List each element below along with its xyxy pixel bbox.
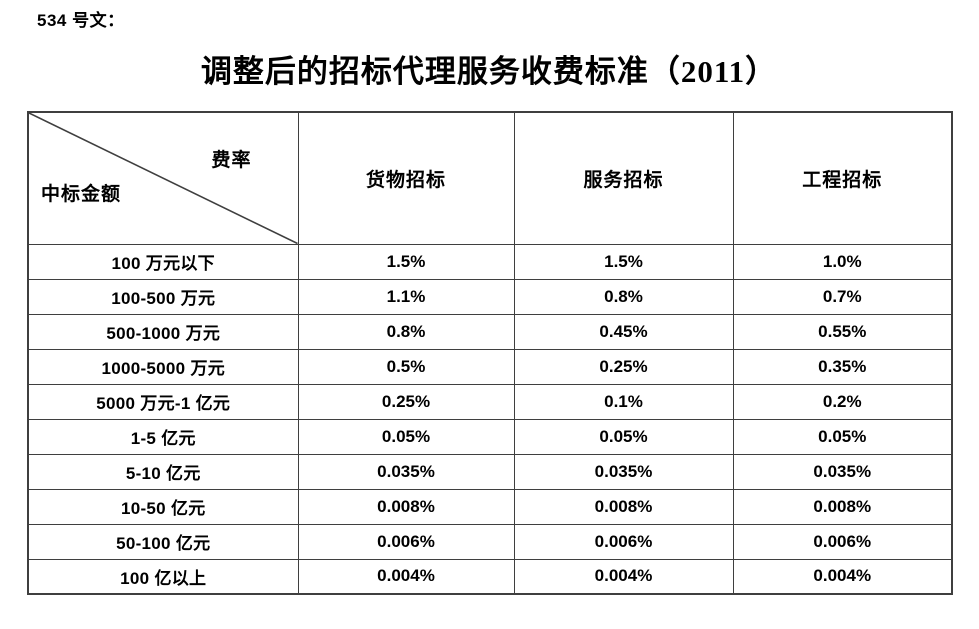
- page-title: 调整后的招标代理服务收费标准（2011）: [200, 54, 778, 89]
- rate-cell-goods: 0.8%: [297, 313, 515, 350]
- rate-cell-goods: 1.5%: [297, 243, 515, 280]
- table-row: 10-50 亿元 0.008% 0.008% 0.008%: [27, 488, 953, 525]
- rate-cell-engineering: 0.35%: [732, 348, 953, 385]
- rate-cell-goods: 0.035%: [297, 453, 515, 490]
- table-row: 1000-5000 万元 0.5% 0.25% 0.35%: [27, 348, 953, 385]
- column-header-service: 服务招标: [513, 111, 734, 245]
- table-row: 500-1000 万元 0.8% 0.45% 0.55%: [27, 313, 953, 350]
- doc-number-label: 534 号文：: [37, 11, 125, 30]
- rate-cell-service: 0.004%: [513, 558, 734, 595]
- rate-cell-goods: 0.006%: [297, 523, 515, 560]
- table-row: 100 万元以下 1.5% 1.5% 1.0%: [27, 243, 953, 280]
- rate-cell-service: 0.006%: [513, 523, 734, 560]
- rate-cell-service: 0.8%: [513, 278, 734, 315]
- rate-cell-engineering: 0.035%: [732, 453, 953, 490]
- rate-cell-goods: 0.5%: [297, 348, 515, 385]
- rate-cell-engineering: 1.0%: [732, 243, 953, 280]
- table-header-row: 费率 中标金额 货物招标 服务招标 工程招标: [27, 111, 953, 245]
- rate-cell-service: 0.035%: [513, 453, 734, 490]
- table-row: 5-10 亿元 0.035% 0.035% 0.035%: [27, 453, 953, 490]
- row-label-cell: 500-1000 万元: [27, 313, 299, 350]
- rate-cell-goods: 0.008%: [297, 488, 515, 525]
- row-label-cell: 1000-5000 万元: [27, 348, 299, 385]
- row-label-cell: 1-5 亿元: [27, 418, 299, 455]
- rate-cell-engineering: 0.008%: [732, 488, 953, 525]
- rate-cell-service: 0.05%: [513, 418, 734, 455]
- row-label-cell: 100-500 万元: [27, 278, 299, 315]
- rate-cell-goods: 0.004%: [297, 558, 515, 595]
- row-label-cell: 10-50 亿元: [27, 488, 299, 525]
- rate-cell-service: 0.45%: [513, 313, 734, 350]
- table-row: 100-500 万元 1.1% 0.8% 0.7%: [27, 278, 953, 315]
- table-row: 1-5 亿元 0.05% 0.05% 0.05%: [27, 418, 953, 455]
- corner-label-amount: 中标金额: [41, 184, 122, 205]
- row-label-cell: 100 万元以下: [27, 243, 299, 280]
- rate-cell-service: 0.008%: [513, 488, 734, 525]
- diagonal-corner-cell: 费率 中标金额: [27, 111, 299, 245]
- row-label-cell: 5000 万元-1 亿元: [27, 383, 299, 420]
- rate-cell-engineering: 0.05%: [732, 418, 953, 455]
- column-header-goods: 货物招标: [297, 111, 515, 245]
- rate-cell-engineering: 0.006%: [732, 523, 953, 560]
- rate-cell-engineering: 0.2%: [732, 383, 953, 420]
- table-row: 100 亿以上 0.004% 0.004% 0.004%: [27, 558, 953, 595]
- rate-cell-engineering: 0.7%: [732, 278, 953, 315]
- rate-cell-service: 0.1%: [513, 383, 734, 420]
- fee-rate-table: 费率 中标金额 货物招标 服务招标 工程招标 100 万元以下 1.5% 1.5…: [27, 111, 953, 595]
- rate-cell-engineering: 0.55%: [732, 313, 953, 350]
- rate-cell-service: 1.5%: [513, 243, 734, 280]
- table-row: 50-100 亿元 0.006% 0.006% 0.006%: [27, 523, 953, 560]
- diagonal-divider-line: [29, 113, 298, 244]
- rate-cell-engineering: 0.004%: [732, 558, 953, 595]
- rate-cell-service: 0.25%: [513, 348, 734, 385]
- column-header-engineering: 工程招标: [732, 111, 953, 245]
- rate-cell-goods: 1.1%: [297, 278, 515, 315]
- corner-label-rate: 费率: [211, 150, 252, 171]
- rate-cell-goods: 0.05%: [297, 418, 515, 455]
- row-label-cell: 50-100 亿元: [27, 523, 299, 560]
- row-label-cell: 5-10 亿元: [27, 453, 299, 490]
- rate-cell-goods: 0.25%: [297, 383, 515, 420]
- table-row: 5000 万元-1 亿元 0.25% 0.1% 0.2%: [27, 383, 953, 420]
- row-label-cell: 100 亿以上: [27, 558, 299, 595]
